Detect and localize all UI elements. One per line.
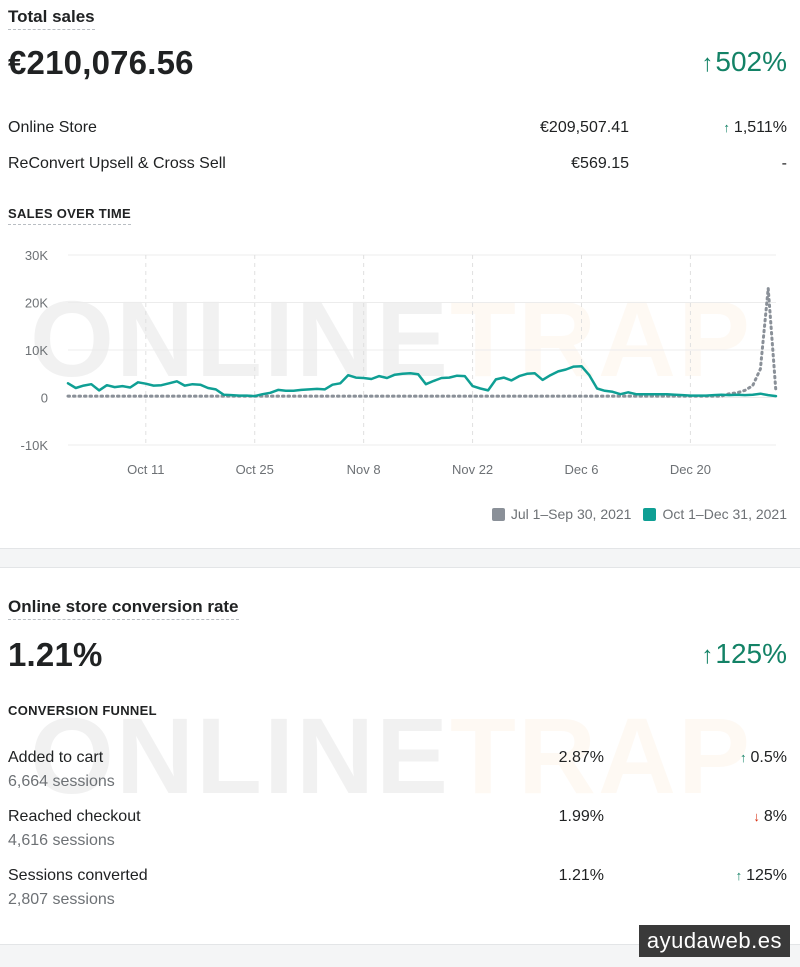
sales-channel-row: ReConvert Upsell & Cross Sell €569.15 - bbox=[8, 155, 787, 177]
arrow-up-icon: ↑ bbox=[701, 50, 714, 77]
series-line-current bbox=[66, 364, 778, 398]
funnel-step-sessions: 6,664 sessions bbox=[8, 773, 115, 790]
total-sales-change-value: 502% bbox=[715, 46, 787, 77]
sales-over-time-chart: 30K 20K 10K 0 -10K Oct 11 Oct 25 Nov 8 Nov 22 Dec… bbox=[21, 248, 778, 477]
funnel-step-label: Reached checkout bbox=[8, 808, 141, 825]
funnel-step-change: ↓ 8% bbox=[753, 808, 787, 826]
funnel-step-change-value: 8% bbox=[763, 808, 787, 825]
arrow-down-icon: ↓ bbox=[753, 809, 760, 824]
y-tick-label: 20K bbox=[25, 296, 48, 311]
legend-item-current[interactable]: Oct 1–Dec 31, 2021 bbox=[643, 506, 787, 522]
conversion-rate-change-value: 125% bbox=[715, 638, 787, 669]
y-tick-label: 0 bbox=[41, 391, 48, 406]
conversion-funnel-label: CONVERSION FUNNEL bbox=[8, 703, 157, 718]
total-sales-title[interactable]: Total sales bbox=[8, 7, 95, 30]
y-tick-label: -10K bbox=[21, 438, 49, 453]
funnel-step-change-value: 0.5% bbox=[750, 749, 787, 766]
conversion-rate-title[interactable]: Online store conversion rate bbox=[8, 597, 239, 620]
x-tick-label: Nov 22 bbox=[452, 462, 493, 477]
arrow-up-icon: ↑ bbox=[723, 120, 730, 135]
funnel-row: Reached checkout 4,616 sessions 1.99% ↓ 8… bbox=[8, 808, 787, 854]
conversion-rate-change: ↑125% bbox=[701, 638, 787, 670]
total-sales-change: ↑502% bbox=[701, 46, 787, 78]
total-sales-value: €210,076.56 bbox=[8, 44, 194, 81]
funnel-step-sessions: 4,616 sessions bbox=[8, 832, 115, 849]
conversion-rate-value: 1.21% bbox=[8, 636, 103, 673]
sales-channel-row: Online Store €209,507.41 ↑ 1,511% bbox=[8, 119, 787, 141]
y-tick-label: 30K bbox=[25, 248, 48, 263]
x-tick-label: Nov 8 bbox=[347, 462, 381, 477]
funnel-row: Sessions converted 2,807 sessions 1.21% … bbox=[8, 867, 787, 913]
total-sales-card: ONLINETRAP Total sales €210,076.56 ↑502%… bbox=[8, 7, 787, 522]
funnel-step-sessions: 2,807 sessions bbox=[8, 891, 115, 908]
legend-swatch-previous bbox=[491, 507, 505, 521]
funnel-step-rate: 1.99% bbox=[558, 808, 604, 825]
sales-channel-change-value: 1,511% bbox=[733, 119, 787, 136]
funnel-step-rate: 2.87% bbox=[558, 749, 604, 766]
section-divider bbox=[0, 944, 800, 967]
funnel-step-label: Sessions converted bbox=[8, 867, 148, 884]
sales-channel-value: €209,507.41 bbox=[540, 119, 629, 136]
section-divider bbox=[0, 548, 800, 568]
credit-watermark: ayudaweb.es bbox=[638, 925, 790, 957]
chart-legend: Jul 1–Sep 30, 2021 Oct 1–Dec 31, 2021 bbox=[491, 506, 787, 522]
legend-label-current: Oct 1–Dec 31, 2021 bbox=[662, 506, 787, 522]
legend-swatch-current bbox=[643, 507, 657, 521]
legend-label-previous: Jul 1–Sep 30, 2021 bbox=[510, 506, 632, 522]
legend-item-previous[interactable]: Jul 1–Sep 30, 2021 bbox=[491, 506, 632, 522]
x-tick-label: Oct 11 bbox=[127, 462, 164, 477]
y-tick-label: 10K bbox=[25, 343, 48, 358]
sales-channel-change: ↑ 1,511% bbox=[723, 119, 787, 137]
sales-over-time-label[interactable]: SALES OVER TIME bbox=[8, 206, 131, 225]
funnel-step-change-value: 125% bbox=[746, 867, 787, 884]
funnel-step-change: ↑ 0.5% bbox=[740, 749, 787, 767]
funnel-row: Added to cart 6,664 sessions 2.87% ↑ 0.5% bbox=[8, 749, 787, 795]
arrow-up-icon: ↑ bbox=[735, 868, 743, 883]
x-tick-label: Dec 6 bbox=[565, 462, 599, 477]
series-line-previous bbox=[66, 286, 778, 398]
funnel-step-change: ↑ 125% bbox=[736, 867, 787, 885]
sales-channel-change: - bbox=[781, 155, 787, 172]
funnel-step-rate: 1.21% bbox=[558, 867, 604, 884]
arrow-up-icon: ↑ bbox=[740, 750, 747, 765]
sales-channel-label: Online Store bbox=[8, 119, 97, 136]
arrow-up-icon: ↑ bbox=[701, 642, 714, 669]
conversion-rate-card: ONLINETRAP Online store conversion rate … bbox=[0, 568, 800, 944]
sales-channel-value: €569.15 bbox=[571, 155, 629, 172]
x-tick-label: Oct 25 bbox=[236, 462, 274, 477]
x-tick-label: Dec 20 bbox=[670, 462, 711, 477]
sales-channel-label: ReConvert Upsell & Cross Sell bbox=[8, 155, 226, 172]
funnel-step-label: Added to cart bbox=[8, 749, 104, 766]
